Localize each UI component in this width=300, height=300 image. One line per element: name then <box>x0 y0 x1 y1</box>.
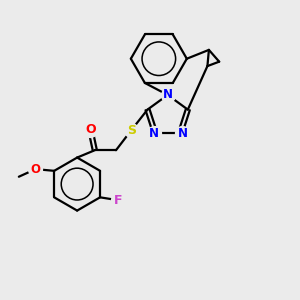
Text: N: N <box>149 127 159 140</box>
Text: O: O <box>30 163 40 176</box>
Text: F: F <box>113 194 122 207</box>
Text: S: S <box>127 124 136 137</box>
Text: O: O <box>85 123 96 136</box>
Text: N: N <box>163 88 173 101</box>
Text: N: N <box>178 127 188 140</box>
